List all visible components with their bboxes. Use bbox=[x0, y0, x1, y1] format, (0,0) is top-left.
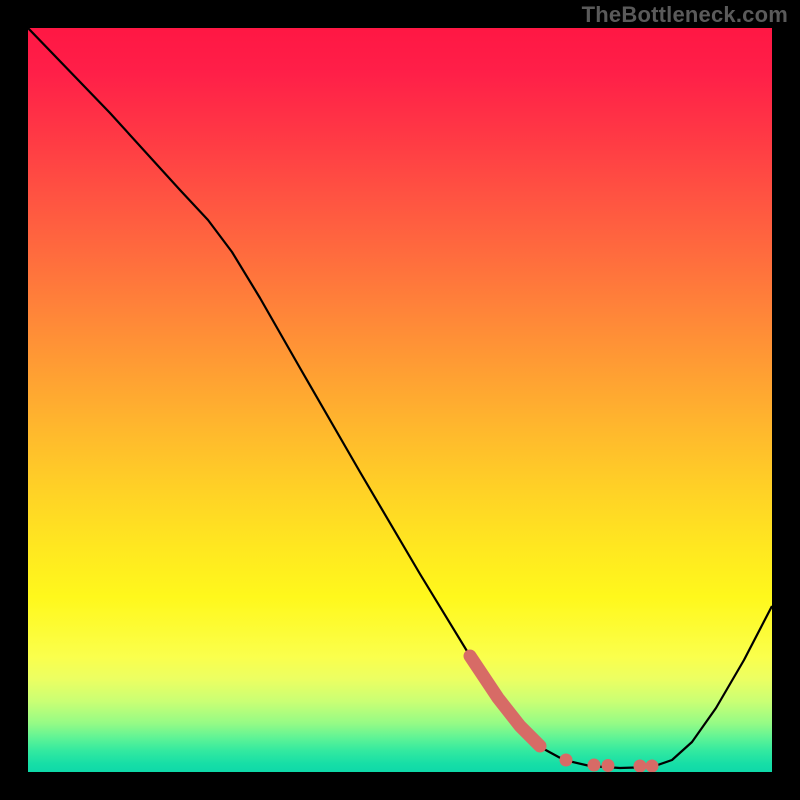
plot-background-gradient bbox=[28, 28, 772, 772]
highlight-dot bbox=[588, 759, 601, 772]
highlight-dot bbox=[634, 760, 647, 773]
bottleneck-chart bbox=[0, 0, 800, 800]
highlight-dot bbox=[560, 754, 573, 767]
watermark-text: TheBottleneck.com bbox=[582, 2, 788, 28]
highlight-dot bbox=[602, 759, 615, 772]
chart-container: TheBottleneck.com bbox=[0, 0, 800, 800]
highlight-dot bbox=[646, 760, 659, 773]
